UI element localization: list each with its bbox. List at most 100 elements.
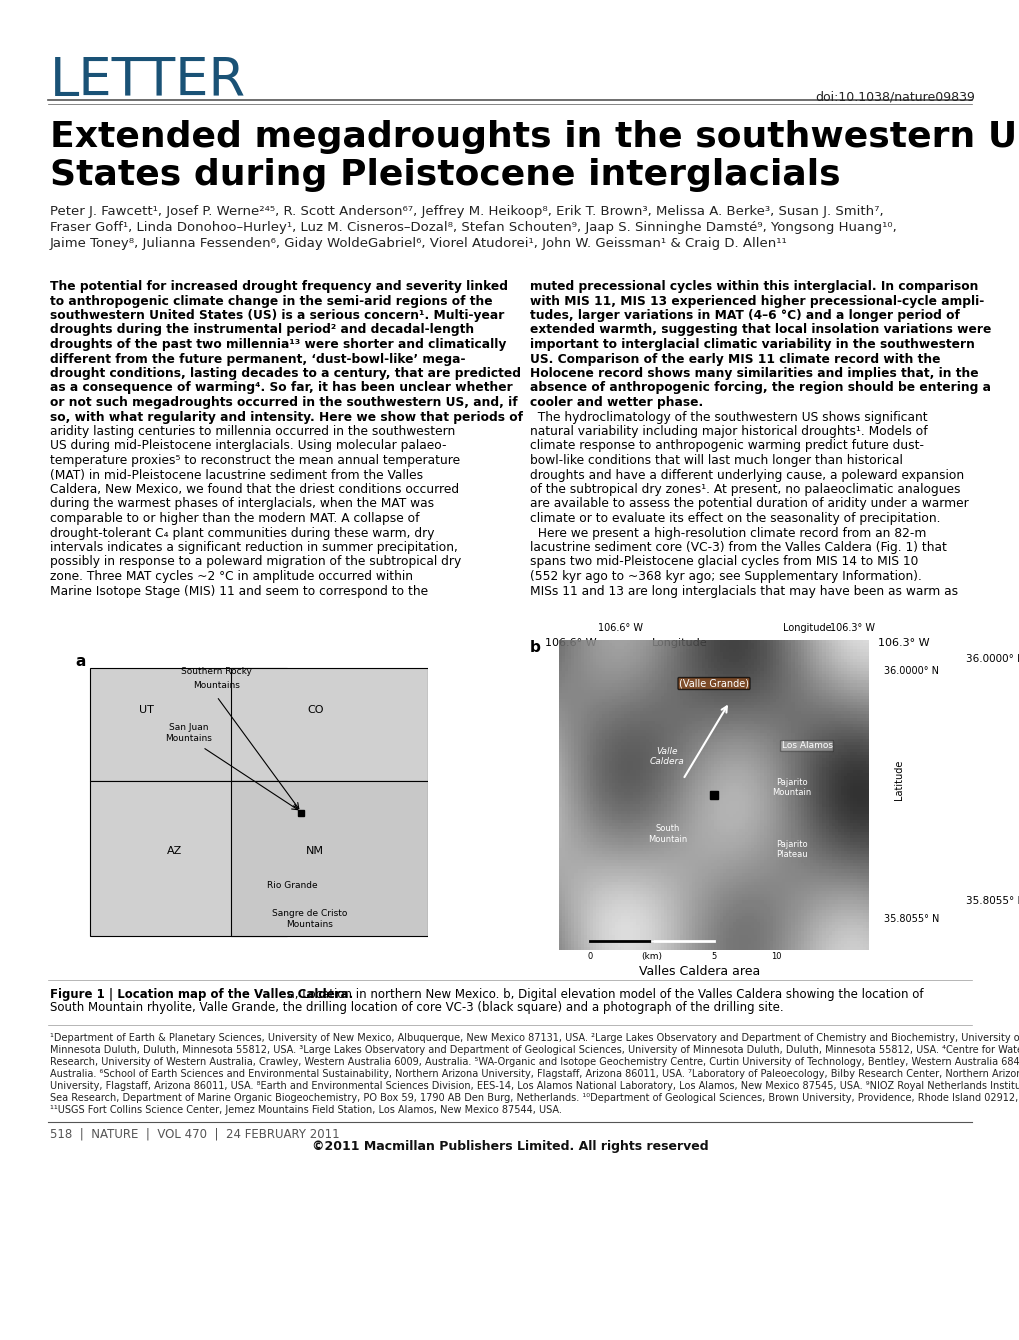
Bar xyxy=(90,669,286,781)
Text: Research, University of Western Australia, Crawley, Western Australia 6009, Aust: Research, University of Western Australi… xyxy=(50,1057,1019,1067)
Text: Fraser Goff¹, Linda Donohoo–Hurley¹, Luz M. Cisneros–Dozal⁸, Stefan Schouten⁹, J: Fraser Goff¹, Linda Donohoo–Hurley¹, Luz… xyxy=(50,221,896,234)
Text: 106.3° W: 106.3° W xyxy=(877,638,929,649)
Text: (MAT) in mid-Pleistocene lacustrine sediment from the Valles: (MAT) in mid-Pleistocene lacustrine sedi… xyxy=(50,469,423,481)
Text: ¹¹USGS Fort Collins Science Center, Jemez Mountains Field Station, Los Alamos, N: ¹¹USGS Fort Collins Science Center, Jeme… xyxy=(50,1106,561,1115)
Text: Mountains: Mountains xyxy=(165,734,212,744)
Text: intervals indicates a significant reduction in summer precipitation,: intervals indicates a significant reduct… xyxy=(50,541,458,553)
Text: lacustrine sediment core (VC-3) from the Valles Caldera (Fig. 1) that: lacustrine sediment core (VC-3) from the… xyxy=(530,541,946,553)
Bar xyxy=(230,669,428,781)
Text: possibly in response to a poleward migration of the subtropical dry: possibly in response to a poleward migra… xyxy=(50,556,461,568)
Text: MISs 11 and 13 are long interglacials that may have been as warm as: MISs 11 and 13 are long interglacials th… xyxy=(530,584,957,598)
Text: 518  |  NATURE  |  VOL 470  |  24 FEBRUARY 2011: 518 | NATURE | VOL 470 | 24 FEBRUARY 201… xyxy=(50,1128,339,1140)
Text: Marine Isotope Stage (MIS) 11 and seem to correspond to the: Marine Isotope Stage (MIS) 11 and seem t… xyxy=(50,584,428,598)
Text: University, Flagstaff, Arizona 86011, USA. ⁸Earth and Environmental Sciences Div: University, Flagstaff, Arizona 86011, US… xyxy=(50,1081,1019,1091)
Text: AZ: AZ xyxy=(166,847,181,856)
Text: muted precessional cycles within this interglacial. In comparison: muted precessional cycles within this in… xyxy=(530,280,977,293)
Text: natural variability including major historical droughts¹. Models of: natural variability including major hist… xyxy=(530,425,926,438)
Text: 35.8055° N: 35.8055° N xyxy=(965,896,1019,906)
Text: Pajarito
Plateau: Pajarito Plateau xyxy=(774,840,806,859)
Text: Jaime Toney⁸, Julianna Fessenden⁶, Giday WoldeGabriel⁶, Viorel Atudorei¹, John W: Jaime Toney⁸, Julianna Fessenden⁶, Giday… xyxy=(50,237,787,251)
Text: absence of anthropogenic forcing, the region should be entering a: absence of anthropogenic forcing, the re… xyxy=(530,382,990,394)
Text: drought conditions, lasting decades to a century, that are predicted: drought conditions, lasting decades to a… xyxy=(50,367,521,381)
Text: Caldera, New Mexico, we found that the driest conditions occurred: Caldera, New Mexico, we found that the d… xyxy=(50,482,459,496)
Text: Los Alamos: Los Alamos xyxy=(781,741,832,750)
Text: during the warmest phases of interglacials, when the MAT was: during the warmest phases of interglacia… xyxy=(50,497,434,511)
Text: Figure 1 | Location map of the Valles Caldera.: Figure 1 | Location map of the Valles Ca… xyxy=(50,988,353,1001)
Text: Peter J. Fawcett¹, Josef P. Werne²⁴⁵, R. Scott Anderson⁶⁷, Jeffrey M. Heikoop⁸, : Peter J. Fawcett¹, Josef P. Werne²⁴⁵, R.… xyxy=(50,205,882,218)
Text: States during Pleistocene interglacials: States during Pleistocene interglacials xyxy=(50,158,840,192)
Text: Mountains: Mountains xyxy=(286,921,333,930)
Text: important to interglacial climatic variability in the southwestern: important to interglacial climatic varia… xyxy=(530,338,974,351)
Text: Valle
Caldera: Valle Caldera xyxy=(649,746,684,766)
Text: 10: 10 xyxy=(770,953,781,961)
Text: Longitude: Longitude xyxy=(651,638,707,649)
Text: Holocene record shows many similarities and implies that, in the: Holocene record shows many similarities … xyxy=(530,367,977,381)
Text: of the subtropical dry zones¹. At present, no palaeoclimatic analogues: of the subtropical dry zones¹. At presen… xyxy=(530,482,960,496)
Text: southwestern United States (US) is a serious concern¹. Multi-year: southwestern United States (US) is a ser… xyxy=(50,310,503,322)
Text: ¹Department of Earth & Planetary Sciences, University of New Mexico, Albuquerque: ¹Department of Earth & Planetary Science… xyxy=(50,1033,1019,1043)
Text: extended warmth, suggesting that local insolation variations were: extended warmth, suggesting that local i… xyxy=(530,323,990,336)
Text: Valles Caldera area: Valles Caldera area xyxy=(639,965,760,978)
Text: The hydroclimatology of the southwestern US shows significant: The hydroclimatology of the southwestern… xyxy=(530,410,926,423)
Text: (Valle Grande): (Valle Grande) xyxy=(679,678,748,689)
Text: 36.0000° N: 36.0000° N xyxy=(965,654,1019,665)
Text: doi:10.1038/nature09839: doi:10.1038/nature09839 xyxy=(814,90,974,103)
Text: aridity lasting centuries to millennia occurred in the southwestern: aridity lasting centuries to millennia o… xyxy=(50,425,454,438)
Text: comparable to or higher than the modern MAT. A collapse of: comparable to or higher than the modern … xyxy=(50,512,419,525)
Text: 106.3° W: 106.3° W xyxy=(829,623,874,632)
Text: are available to assess the potential duration of aridity under a warmer: are available to assess the potential du… xyxy=(530,497,968,511)
Text: with MIS 11, MIS 13 experienced higher precessional-cycle ampli-: with MIS 11, MIS 13 experienced higher p… xyxy=(530,295,983,307)
Bar xyxy=(230,781,428,935)
Text: so, with what regularity and intensity. Here we show that periods of: so, with what regularity and intensity. … xyxy=(50,410,523,423)
Text: zone. Three MAT cycles ~2 °C in amplitude occurred within: zone. Three MAT cycles ~2 °C in amplitud… xyxy=(50,570,413,583)
Text: drought-tolerant C₄ plant communities during these warm, dry: drought-tolerant C₄ plant communities du… xyxy=(50,527,434,540)
Text: US. Comparison of the early MIS 11 climate record with the: US. Comparison of the early MIS 11 clima… xyxy=(530,352,940,366)
Text: 36.0000° N: 36.0000° N xyxy=(883,666,938,675)
Text: droughts and have a different underlying cause, a poleward expansion: droughts and have a different underlying… xyxy=(530,469,963,481)
Text: spans two mid-Pleistocene glacial cycles from MIS 14 to MIS 10: spans two mid-Pleistocene glacial cycles… xyxy=(530,556,917,568)
Text: a, Location in northern New Mexico. b, Digital elevation model of the Valles Cal: a, Location in northern New Mexico. b, D… xyxy=(280,988,922,1001)
Text: 35.8055° N: 35.8055° N xyxy=(883,914,938,925)
Text: ©2011 Macmillan Publishers Limited. All rights reserved: ©2011 Macmillan Publishers Limited. All … xyxy=(312,1140,707,1152)
Text: temperature proxies⁵ to reconstruct the mean annual temperature: temperature proxies⁵ to reconstruct the … xyxy=(50,454,460,468)
Text: b: b xyxy=(530,641,540,655)
Text: Southern Rocky: Southern Rocky xyxy=(181,667,252,675)
Text: South
Mountain: South Mountain xyxy=(647,824,687,843)
Text: 106.6° W: 106.6° W xyxy=(598,623,643,632)
Text: as a consequence of warming⁴. So far, it has been unclear whether: as a consequence of warming⁴. So far, it… xyxy=(50,382,513,394)
Text: to anthropogenic climate change in the semi-arid regions of the: to anthropogenic climate change in the s… xyxy=(50,295,492,307)
Text: Sangre de Cristo: Sangre de Cristo xyxy=(272,909,346,918)
Text: or not such megadroughts occurred in the southwestern US, and, if: or not such megadroughts occurred in the… xyxy=(50,397,517,409)
Text: a: a xyxy=(75,654,86,669)
Text: cooler and wetter phase.: cooler and wetter phase. xyxy=(530,397,702,409)
Text: The potential for increased drought frequency and severity linked: The potential for increased drought freq… xyxy=(50,280,507,293)
Text: bowl-like conditions that will last much longer than historical: bowl-like conditions that will last much… xyxy=(530,454,902,468)
Text: climate response to anthropogenic warming predict future dust-: climate response to anthropogenic warmin… xyxy=(530,440,923,453)
Text: Sea Research, Department of Marine Organic Biogeochemistry, PO Box 59, 1790 AB D: Sea Research, Department of Marine Organ… xyxy=(50,1093,1019,1103)
Text: Mountains: Mountains xyxy=(193,681,239,690)
Text: Here we present a high-resolution climate record from an 82-m: Here we present a high-resolution climat… xyxy=(530,527,925,540)
Text: Rio Grande: Rio Grande xyxy=(267,880,318,890)
Text: droughts of the past two millennia¹³ were shorter and climatically: droughts of the past two millennia¹³ wer… xyxy=(50,338,505,351)
Text: Australia. ⁶School of Earth Sciences and Environmental Sustainability, Northern : Australia. ⁶School of Earth Sciences and… xyxy=(50,1069,1019,1079)
Text: droughts during the instrumental period² and decadal-length: droughts during the instrumental period²… xyxy=(50,323,474,336)
Text: South Mountain rhyolite, Valle Grande, the drilling location of core VC-3 (black: South Mountain rhyolite, Valle Grande, t… xyxy=(50,1001,783,1014)
Text: Longitude: Longitude xyxy=(782,623,830,632)
Bar xyxy=(90,781,286,935)
Text: Pajarito
Mountain: Pajarito Mountain xyxy=(771,777,810,797)
Text: different from the future permanent, ‘dust-bowl-like’ mega-: different from the future permanent, ‘du… xyxy=(50,352,465,366)
Text: San Juan: San Juan xyxy=(168,724,208,732)
Text: Minnesota Duluth, Duluth, Minnesota 55812, USA. ³Large Lakes Observatory and Dep: Minnesota Duluth, Duluth, Minnesota 5581… xyxy=(50,1045,1019,1055)
Text: tudes, larger variations in MAT (4–6 °C) and a longer period of: tudes, larger variations in MAT (4–6 °C)… xyxy=(530,310,959,322)
Text: LETTER: LETTER xyxy=(50,55,246,107)
Text: (km): (km) xyxy=(641,953,662,961)
Text: CO: CO xyxy=(307,705,323,716)
Text: US during mid-Pleistocene interglacials. Using molecular palaeo-: US during mid-Pleistocene interglacials.… xyxy=(50,440,446,453)
Text: 0: 0 xyxy=(587,953,592,961)
Text: climate or to evaluate its effect on the seasonality of precipitation.: climate or to evaluate its effect on the… xyxy=(530,512,940,525)
Text: UT: UT xyxy=(139,705,154,716)
Text: Extended megadroughts in the southwestern United: Extended megadroughts in the southwester… xyxy=(50,121,1019,154)
Text: 5: 5 xyxy=(710,953,716,961)
Text: NM: NM xyxy=(306,847,324,856)
Text: 106.6° W: 106.6° W xyxy=(544,638,596,649)
